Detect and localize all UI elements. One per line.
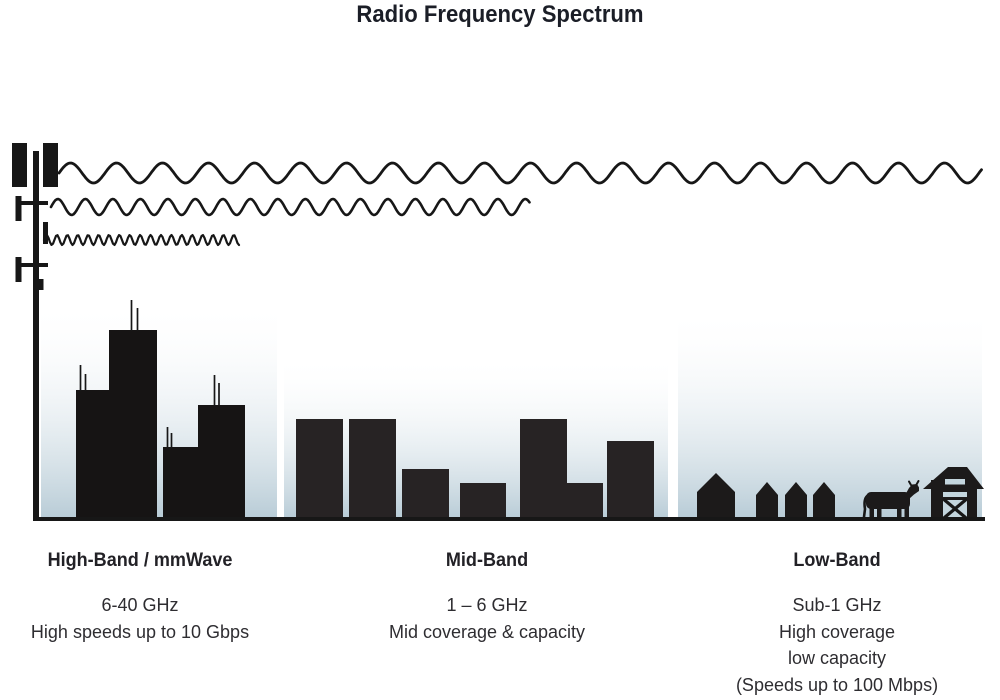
band-freq-high: 6-40 GHz xyxy=(101,595,179,615)
band-name-high: High-Band / mmWave xyxy=(47,550,233,571)
town-buildings-icon xyxy=(296,419,654,520)
band-desc-low-2: low capacity xyxy=(787,648,887,668)
band-name-low: Low-Band xyxy=(793,550,881,571)
band-label-low: Low-Band Sub-1 GHz High coverage low cap… xyxy=(687,550,987,698)
city-skyline-icon xyxy=(76,300,245,520)
band-desc-mid: Mid coverage & capacity xyxy=(388,621,586,642)
band-freq-low: Sub-1 GHz xyxy=(792,595,882,615)
ground-line xyxy=(33,517,985,521)
cow-icon xyxy=(862,480,920,520)
barn-loft-vent xyxy=(945,479,965,485)
band-desc-low-3: (Speeds up to 100 Mbps) xyxy=(735,674,939,695)
band-label-mid: Mid-Band 1 – 6 GHz Mid coverage & capaci… xyxy=(337,550,637,645)
radio-wave-low-band-icon xyxy=(57,161,983,185)
radio-wave-mid-band-icon xyxy=(49,197,531,217)
band-name-mid: Mid-Band xyxy=(445,550,529,571)
barn-icon xyxy=(923,467,984,520)
houses-icon xyxy=(697,473,835,520)
cell-tower-icon xyxy=(12,143,58,520)
band-freq-mid: 1 – 6 GHz xyxy=(446,595,528,615)
band-desc-low-1: High coverage xyxy=(778,621,896,642)
radio-wave-high-band-icon xyxy=(42,233,241,247)
band-label-high: High-Band / mmWave 6-40 GHz High speeds … xyxy=(0,550,290,645)
page-title: Radio Frequency Spectrum xyxy=(356,1,644,28)
band-desc-high: High speeds up to 10 Gbps xyxy=(30,621,250,642)
